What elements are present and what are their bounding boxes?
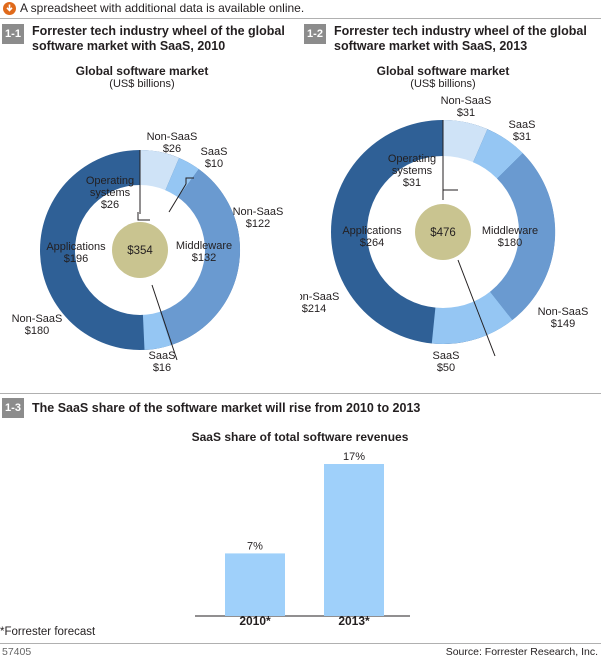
os-non-saas-value: $26 bbox=[163, 143, 181, 155]
bar-value-label: 7% bbox=[247, 540, 263, 552]
middleware-saas-value: $50 bbox=[437, 362, 455, 374]
applications-non-saas-label: Non-SaaS bbox=[300, 291, 339, 303]
figure-title-line: The SaaS share of the software market wi… bbox=[32, 401, 421, 415]
spreadsheet-download-icon[interactable] bbox=[3, 2, 16, 15]
source-note: Source: Forrester Research, Inc. bbox=[445, 646, 598, 658]
total-label: $476 bbox=[430, 227, 456, 239]
figure-title: Forrester tech industry wheel of the glo… bbox=[334, 24, 587, 54]
os-non-saas-value: $31 bbox=[457, 107, 475, 119]
os-segment-label: systems bbox=[90, 187, 131, 199]
figure-title-line: Forrester tech industry wheel of the glo… bbox=[334, 24, 587, 38]
os-non-saas-label: Non-SaaS bbox=[441, 95, 492, 107]
middleware-segment-total: $180 bbox=[498, 237, 522, 249]
spreadsheet-note-text[interactable]: A spreadsheet with additional data is av… bbox=[20, 1, 305, 15]
figure-title-line: software market with SaaS, 2010 bbox=[32, 39, 226, 53]
segment-divider bbox=[477, 311, 496, 357]
applications-segment-total: $196 bbox=[64, 253, 88, 265]
total-circle bbox=[415, 204, 471, 260]
total-circle bbox=[112, 222, 168, 278]
applications-non-saas-label: Non-SaaS bbox=[12, 313, 63, 325]
category-label: 2013* bbox=[338, 614, 370, 625]
os-segment-label: Operating bbox=[388, 153, 436, 165]
divider bbox=[0, 18, 601, 19]
category-label: 2010* bbox=[239, 614, 271, 625]
bar-value-label: 17% bbox=[343, 451, 365, 463]
os-segment-label: Operating bbox=[86, 175, 134, 187]
os-non-saas-label: Non-SaaS bbox=[147, 131, 198, 143]
figure-title-line: Forrester tech industry wheel of the glo… bbox=[32, 24, 285, 38]
middleware-segment-total: $132 bbox=[192, 252, 216, 264]
segment-divider bbox=[168, 183, 187, 213]
total-label: $354 bbox=[127, 245, 153, 257]
figure-tag: 1-3 bbox=[2, 398, 24, 418]
figure-title: The SaaS share of the software market wi… bbox=[32, 401, 420, 416]
os-segment-label: systems bbox=[392, 165, 433, 177]
divider bbox=[0, 643, 601, 644]
applications-segment-total: $264 bbox=[360, 237, 384, 249]
os-saas-label: SaaS bbox=[201, 146, 228, 158]
middleware-saas-label: SaaS bbox=[149, 350, 176, 362]
applications-segment-label: Applications bbox=[342, 225, 402, 237]
middleware-non-saas-label: Non-SaaS bbox=[233, 206, 284, 218]
middleware-non-saas-value: $149 bbox=[551, 318, 575, 330]
figure-tag: 1-2 bbox=[304, 24, 326, 44]
segment-divider bbox=[151, 284, 178, 361]
chart-title: SaaS share of total software revenues bbox=[192, 430, 409, 444]
os-saas-label: SaaS bbox=[509, 119, 536, 131]
leader-line bbox=[442, 185, 458, 191]
middleware-segment-label: Middleware bbox=[176, 240, 232, 252]
chart-title: Global software market bbox=[377, 64, 510, 78]
applications-non-saas-value: $214 bbox=[302, 303, 326, 315]
applications-non-saas-value: $180 bbox=[25, 325, 49, 337]
footnote: *Forrester forecast bbox=[0, 626, 96, 638]
figure-id: 57405 bbox=[2, 646, 32, 658]
wheel-chart-2010: Global software market (US$ billions) $3… bbox=[12, 64, 284, 374]
divider bbox=[0, 393, 601, 394]
wheel-chart-2013: Global software market (US$ billions) $4… bbox=[300, 64, 589, 374]
chart-subtitle: (US$ billions) bbox=[109, 78, 174, 90]
os-saas-value: $10 bbox=[205, 158, 223, 170]
figure-title-line: software market with SaaS, 2013 bbox=[334, 39, 528, 53]
figure-title: Forrester tech industry wheel of the glo… bbox=[32, 24, 285, 54]
leader-line bbox=[185, 177, 194, 184]
leader-line bbox=[137, 212, 150, 221]
segment-divider bbox=[457, 259, 479, 313]
os-segment-total: $26 bbox=[101, 199, 119, 211]
middleware-non-saas-label: Non-SaaS bbox=[538, 306, 589, 318]
figure-tag: 1-1 bbox=[2, 24, 24, 44]
os-saas-value: $31 bbox=[513, 131, 531, 143]
chart-title: Global software market bbox=[76, 64, 209, 78]
bar-2010 bbox=[225, 553, 285, 616]
spreadsheet-note[interactable]: A spreadsheet with additional data is av… bbox=[0, 0, 601, 18]
chart-subtitle: (US$ billions) bbox=[410, 78, 475, 90]
bar-2013 bbox=[324, 464, 384, 616]
bar-group: 7% 2010* 17% 2013* bbox=[225, 451, 384, 625]
middleware-non-saas-value: $122 bbox=[246, 218, 270, 230]
os-segment-total: $31 bbox=[403, 177, 421, 189]
middleware-segment-label: Middleware bbox=[482, 225, 538, 237]
middleware-saas-label: SaaS bbox=[433, 350, 460, 362]
saas-share-bar-chart: SaaS share of total software revenues 7%… bbox=[192, 430, 410, 625]
applications-segment-label: Applications bbox=[46, 241, 106, 253]
middleware-saas-value: $16 bbox=[153, 362, 171, 374]
